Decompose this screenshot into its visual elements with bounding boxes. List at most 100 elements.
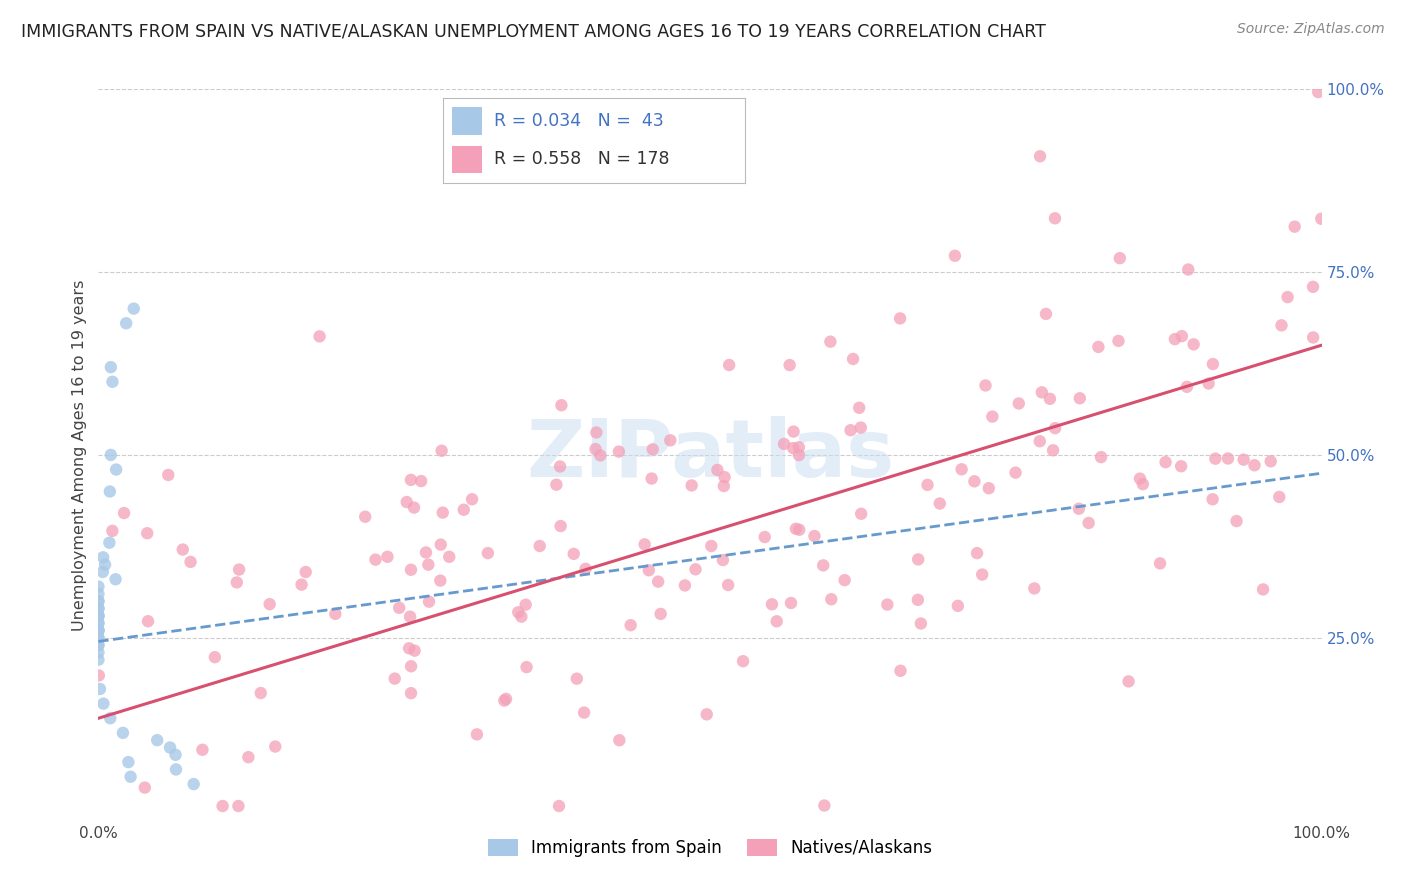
Point — [1202, 357, 1225, 371]
Point — [706, 463, 728, 477]
Point — [159, 740, 181, 755]
Point — [548, 459, 571, 474]
Text: IMMIGRANTS FROM SPAIN VS NATIVE/ALASKAN UNEMPLOYMENT AMONG AGES 16 TO 19 YEARS C: IMMIGRANTS FROM SPAIN VS NATIVE/ALASKAN … — [21, 22, 1046, 40]
Point — [136, 614, 159, 628]
Point — [1108, 334, 1130, 348]
Point — [1204, 451, 1226, 466]
Point — [1004, 466, 1026, 480]
Point — [87, 594, 110, 608]
Point — [1043, 211, 1066, 226]
Point — [1154, 455, 1177, 469]
Point — [943, 249, 966, 263]
Point — [637, 563, 659, 577]
Point — [98, 535, 121, 549]
Point — [963, 475, 986, 489]
Point — [546, 477, 568, 491]
Point — [94, 558, 117, 572]
Point — [839, 423, 862, 437]
Point — [811, 558, 834, 573]
Point — [782, 441, 804, 455]
Point — [849, 507, 872, 521]
Point — [1077, 516, 1099, 530]
Point — [1039, 392, 1062, 406]
Point — [787, 440, 810, 454]
Point — [111, 726, 134, 740]
Point — [974, 378, 997, 392]
Point — [1118, 674, 1140, 689]
Point — [87, 668, 110, 682]
Point — [1225, 514, 1247, 528]
Point — [1129, 472, 1152, 486]
Point — [494, 693, 516, 707]
Point — [1175, 380, 1198, 394]
Point — [529, 539, 551, 553]
Bar — [451, 145, 482, 173]
Point — [516, 660, 538, 674]
Point — [439, 549, 461, 564]
Point — [211, 799, 233, 814]
Point — [977, 481, 1000, 495]
Text: ZIPatlas: ZIPatlas — [526, 416, 894, 494]
Point — [876, 598, 898, 612]
Point — [1069, 391, 1091, 405]
Point — [165, 747, 187, 762]
Point — [1260, 454, 1282, 468]
Point — [89, 681, 111, 696]
Point — [917, 478, 939, 492]
Point — [87, 624, 110, 638]
Point — [402, 500, 425, 515]
Point — [87, 608, 110, 623]
Point — [562, 547, 585, 561]
Point — [633, 537, 655, 551]
Point — [101, 375, 124, 389]
Point — [430, 443, 453, 458]
Text: R = 0.034   N =  43: R = 0.034 N = 43 — [495, 112, 664, 130]
Point — [607, 444, 630, 458]
Point — [907, 592, 929, 607]
Point — [495, 692, 517, 706]
Point — [264, 739, 287, 754]
Point — [508, 605, 530, 619]
Point — [399, 686, 422, 700]
Point — [713, 470, 735, 484]
Point — [1035, 307, 1057, 321]
Point — [204, 650, 226, 665]
Point — [120, 770, 142, 784]
Point — [754, 530, 776, 544]
Point — [1008, 396, 1031, 410]
Point — [399, 659, 422, 673]
Point — [585, 425, 607, 440]
Point — [1277, 290, 1299, 304]
Point — [1031, 385, 1053, 400]
Point — [1108, 251, 1130, 265]
Point — [93, 697, 115, 711]
Point — [1198, 376, 1220, 391]
Point — [889, 311, 911, 326]
Point — [572, 706, 595, 720]
Point — [803, 529, 825, 543]
Point — [785, 522, 807, 536]
Point — [1171, 329, 1194, 343]
Point — [565, 672, 588, 686]
Point — [889, 664, 911, 678]
Point — [548, 799, 571, 814]
Point — [966, 546, 988, 560]
Point — [134, 780, 156, 795]
Point — [717, 578, 740, 592]
Point — [981, 409, 1004, 424]
Point — [842, 351, 865, 366]
Point — [1170, 459, 1192, 474]
Point — [87, 624, 110, 638]
Point — [574, 562, 596, 576]
Point — [1233, 452, 1256, 467]
Point — [87, 594, 110, 608]
Point — [1090, 450, 1112, 464]
Point — [972, 567, 994, 582]
Point — [700, 539, 723, 553]
Point — [91, 565, 114, 579]
Point — [399, 473, 422, 487]
Point — [782, 425, 804, 439]
Legend: Immigrants from Spain, Natives/Alaskans: Immigrants from Spain, Natives/Alaskans — [481, 832, 939, 863]
Point — [834, 573, 856, 587]
Point — [115, 316, 138, 330]
